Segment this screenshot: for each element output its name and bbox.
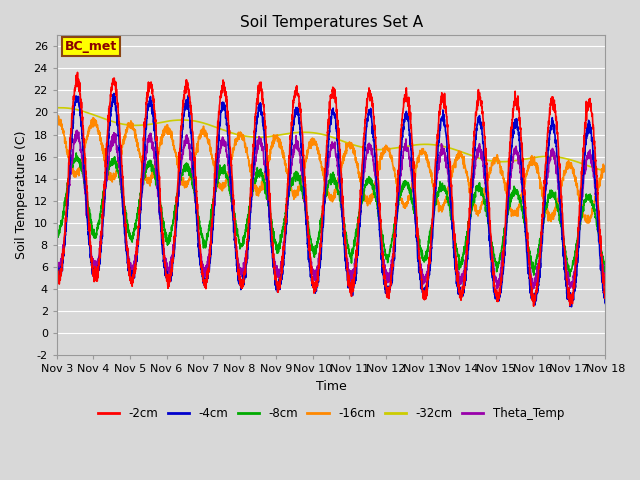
Line: -4cm: -4cm [57, 94, 605, 307]
-4cm [116, 144, 124, 150]
-4cm [53, 273, 61, 278]
Legend: -2cm, -4cm, -8cm, -16cm, -32cm, Theta_Temp: -2cm, -4cm, -8cm, -16cm, -32cm, Theta_Te… [93, 402, 569, 425]
-16cm [53, 113, 61, 119]
-4cm [568, 304, 575, 310]
Text: BC_met: BC_met [65, 40, 117, 53]
-8cm [72, 150, 80, 156]
-2cm [602, 294, 609, 300]
-8cm [264, 192, 271, 198]
Theta_Temp [493, 286, 501, 292]
-16cm [264, 164, 271, 170]
-16cm [287, 186, 295, 192]
-4cm [287, 152, 295, 157]
-32cm [148, 121, 156, 127]
-32cm [591, 165, 598, 171]
-32cm [116, 120, 124, 126]
-8cm [148, 164, 156, 169]
Theta_Temp [591, 185, 599, 191]
-4cm [591, 173, 599, 179]
-32cm [532, 155, 540, 160]
-4cm [532, 293, 540, 299]
-32cm [53, 105, 61, 110]
X-axis label: Time: Time [316, 380, 346, 393]
-8cm [566, 274, 573, 279]
Line: -2cm: -2cm [57, 72, 605, 306]
-2cm [530, 303, 538, 309]
Theta_Temp [264, 184, 271, 190]
Theta_Temp [116, 162, 124, 168]
-32cm [263, 134, 271, 140]
-2cm [264, 162, 271, 168]
-16cm [591, 198, 599, 204]
Title: Soil Temperatures Set A: Soil Temperatures Set A [239, 15, 422, 30]
-2cm [591, 144, 599, 150]
-2cm [148, 84, 156, 90]
-32cm [602, 168, 609, 173]
-4cm [148, 111, 156, 117]
-16cm [148, 170, 156, 176]
-2cm [74, 70, 81, 75]
-16cm [602, 167, 609, 173]
-16cm [53, 113, 61, 119]
-4cm [602, 300, 609, 306]
-2cm [532, 288, 540, 294]
Line: -8cm: -8cm [57, 153, 605, 276]
-2cm [116, 127, 124, 133]
-4cm [264, 177, 271, 182]
-4cm [110, 91, 118, 96]
-8cm [591, 211, 599, 217]
-16cm [116, 155, 124, 161]
-8cm [532, 260, 540, 266]
-8cm [116, 175, 124, 181]
-32cm [287, 130, 295, 136]
Y-axis label: Soil Temperature (C): Soil Temperature (C) [15, 131, 28, 259]
Theta_Temp [73, 127, 81, 133]
Line: Theta_Temp: Theta_Temp [57, 130, 605, 289]
Theta_Temp [287, 167, 295, 173]
Theta_Temp [532, 271, 540, 276]
Line: -16cm: -16cm [57, 116, 605, 223]
Theta_Temp [148, 142, 156, 147]
-16cm [532, 162, 540, 168]
-2cm [53, 267, 61, 273]
-8cm [287, 178, 295, 184]
-8cm [53, 230, 61, 236]
Theta_Temp [602, 277, 609, 283]
Theta_Temp [53, 261, 61, 267]
-2cm [287, 128, 295, 133]
-16cm [583, 220, 591, 226]
-8cm [602, 267, 609, 273]
Line: -32cm: -32cm [57, 108, 605, 170]
